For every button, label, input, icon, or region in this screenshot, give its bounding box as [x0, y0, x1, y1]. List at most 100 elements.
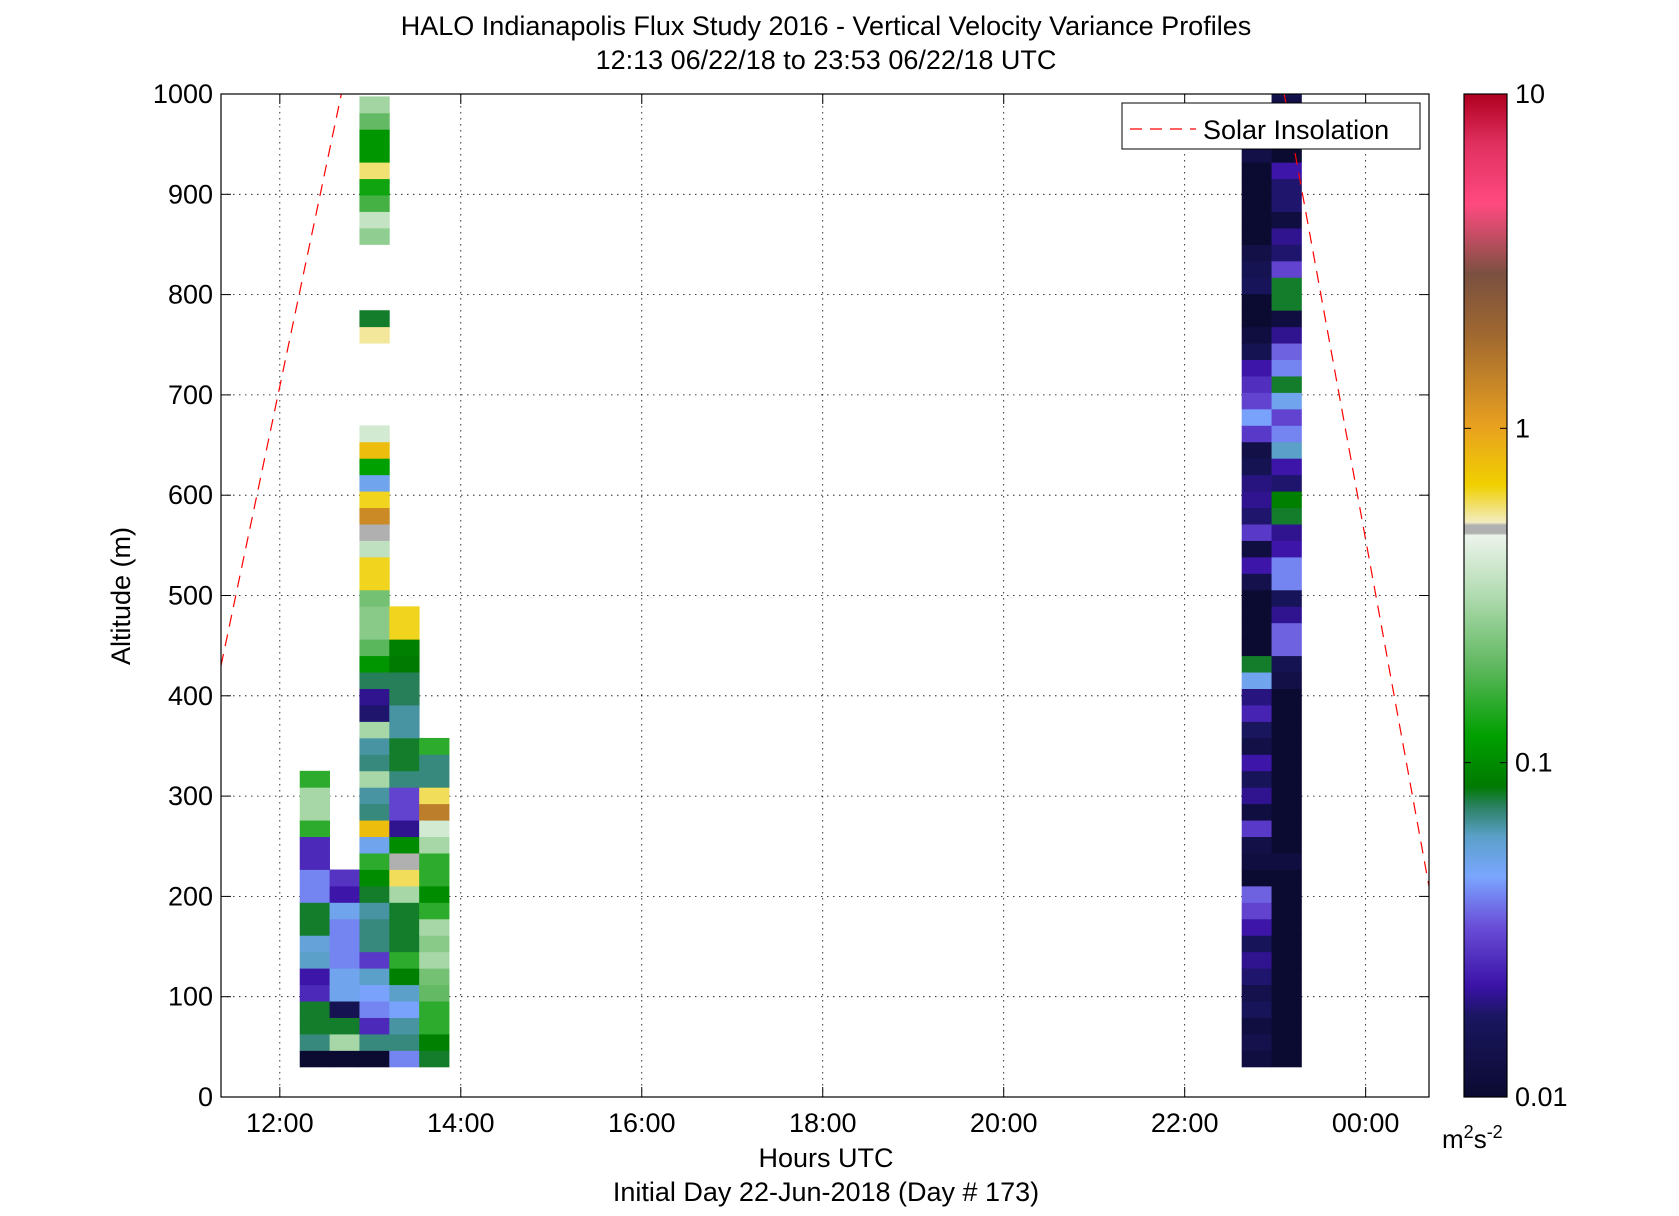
y-axis-ticks: 0 100 200 300 400 500 600 700 800 900 1000	[153, 79, 1429, 1112]
heatmap-cell	[1241, 836, 1272, 854]
x-axis-label: Hours UTC	[758, 1143, 893, 1173]
heatmap-cell	[1241, 524, 1272, 541]
heatmap-cell	[1241, 770, 1272, 788]
heatmap-cell	[1271, 836, 1302, 854]
x-tick-label: 20:00	[970, 1108, 1038, 1138]
heatmap-cell	[359, 1017, 390, 1035]
heatmap-cell	[299, 1050, 330, 1068]
heatmap-cell	[1241, 425, 1272, 443]
heatmap-cell	[359, 951, 390, 969]
heatmap-cell	[359, 935, 390, 953]
colorbar: 0.01 0.1 1 10 m2s-2	[1442, 79, 1568, 1154]
heatmap-cell	[299, 869, 330, 887]
heatmap-cell	[359, 145, 390, 163]
heatmap-cell	[1241, 211, 1272, 229]
heatmap-cell	[1271, 491, 1302, 509]
solar-insolation-lines	[221, 94, 1429, 887]
heatmap-cell	[1271, 458, 1302, 476]
heatmap-cell	[359, 688, 390, 706]
heatmap-cell	[1271, 705, 1302, 722]
heatmap-cell	[359, 178, 390, 196]
heatmap-cell	[1241, 869, 1272, 887]
heatmap-cell	[359, 540, 390, 558]
heatmap-cell	[389, 639, 420, 657]
heatmap-cell	[1271, 655, 1302, 673]
heatmap-cell	[1271, 228, 1302, 245]
x-tick-label: 14:00	[427, 1108, 495, 1138]
heatmap-cell	[359, 705, 390, 722]
heatmap-cell	[1271, 754, 1302, 772]
heatmap-cell	[359, 228, 390, 245]
heatmap-cell	[359, 211, 390, 229]
heatmap-cell	[1271, 606, 1302, 624]
heatmap-cell	[389, 1001, 420, 1018]
heatmap-cell	[1271, 94, 1302, 97]
heatmap-cell	[359, 606, 390, 624]
heatmap-cell	[359, 425, 390, 443]
heatmap-cell	[1241, 178, 1272, 196]
heatmap-cell	[419, 968, 450, 986]
heatmap-cell	[299, 1017, 330, 1035]
colorbar-ticks: 0.01 0.1 1 10	[1464, 79, 1568, 1112]
heatmap-cell	[359, 458, 390, 476]
heatmap-cell	[359, 820, 390, 838]
heatmap-cell	[1271, 869, 1302, 887]
heatmap-cell	[389, 885, 420, 903]
heatmap-cell	[359, 96, 390, 114]
heatmap-cell	[419, 853, 450, 870]
heatmap-cell	[299, 836, 330, 854]
heatmap-cell	[299, 968, 330, 986]
y-tick-label: 800	[168, 280, 213, 310]
heatmap-cell	[1271, 178, 1302, 196]
heatmap-cell	[1271, 770, 1302, 788]
solar-insolation-line	[221, 94, 342, 666]
heatmap-cell	[359, 754, 390, 772]
heatmap-cell	[389, 984, 420, 1002]
heatmap-cell	[1241, 1001, 1272, 1018]
heatmap-cell	[389, 1017, 420, 1035]
heatmap-cell	[419, 1050, 450, 1068]
heatmap-cell	[1241, 787, 1272, 805]
heatmap-cell	[389, 820, 420, 838]
heatmap-cell	[1241, 573, 1272, 591]
heatmap-cell	[1241, 392, 1272, 410]
x-tick-label: 00:00	[1332, 1108, 1400, 1138]
heatmap-cell	[1271, 211, 1302, 229]
solar-insolation-line	[1283, 94, 1429, 887]
heatmap-cell	[329, 984, 360, 1002]
heatmap-cell	[1241, 293, 1272, 311]
heatmap-cell	[1241, 277, 1272, 295]
heatmap-cell	[1241, 655, 1272, 673]
heatmap-cell	[359, 803, 390, 821]
heatmap-cell	[389, 836, 420, 854]
heatmap-cell	[359, 1034, 390, 1051]
x-tick-label: 22:00	[1151, 1108, 1219, 1138]
heatmap-cell	[329, 1017, 360, 1035]
heatmap-cell	[299, 902, 330, 920]
heatmap-cell	[1241, 935, 1272, 953]
heatmap-cell	[359, 672, 390, 689]
heatmap-cell	[1241, 853, 1272, 870]
colorbar-scale	[1463, 93, 1508, 1098]
heatmap-cell	[1271, 968, 1302, 986]
heatmap-cell	[329, 1034, 360, 1051]
heatmap-cell	[389, 918, 420, 936]
colorbar-tick-label: 0.01	[1515, 1082, 1568, 1112]
heatmap-cell	[1271, 244, 1302, 262]
heatmap-cell	[359, 787, 390, 805]
heatmap-cell	[419, 1001, 450, 1018]
heatmap-cell	[1241, 968, 1272, 986]
heatmap-cell	[329, 902, 360, 920]
heatmap-cell	[419, 787, 450, 805]
heatmap-cell	[419, 754, 450, 772]
heatmap-cell	[1241, 441, 1272, 459]
heatmap-cell	[389, 754, 420, 772]
heatmap-cell	[1241, 984, 1272, 1002]
heatmap-cell	[1271, 524, 1302, 541]
heatmap-cell	[329, 918, 360, 936]
heatmap-cell	[329, 1001, 360, 1018]
heatmap-cell	[1271, 885, 1302, 903]
heatmap-cell	[1241, 556, 1272, 574]
heatmap-cell	[1241, 458, 1272, 476]
heatmap-cell	[329, 951, 360, 969]
